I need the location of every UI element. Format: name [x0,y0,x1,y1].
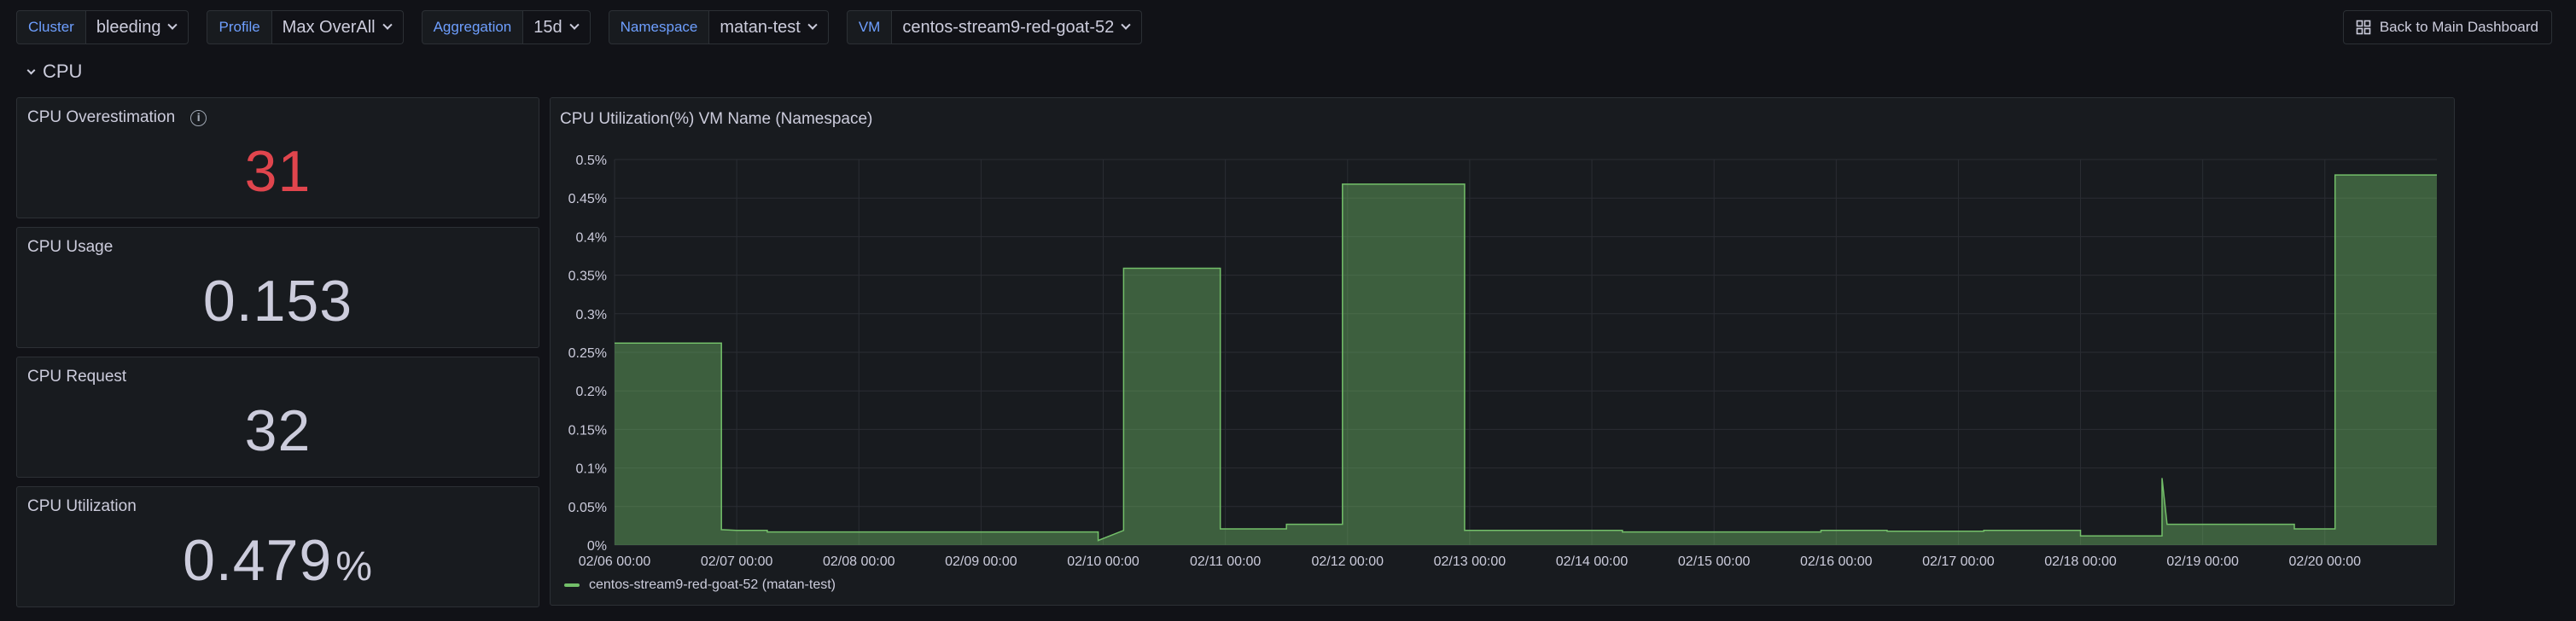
y-tick-label: 0.35% [568,270,607,284]
stat-value: 31 [244,139,312,204]
y-tick-label: 0.3% [576,308,607,322]
x-tick-label: 02/12 00:00 [1312,554,1384,569]
x-tick-label: 02/11 00:00 [1190,554,1261,569]
variable-profile: Profile Max OverAll [207,10,404,44]
variable-label: Cluster [16,10,86,44]
y-tick-label: 0.45% [568,192,607,206]
back-to-main-dashboard-button[interactable]: Back to Main Dashboard [2342,10,2552,44]
chevron-down-icon [167,20,178,30]
x-tick-label: 02/13 00:00 [1434,554,1507,569]
cpu-usage-panel: CPU Usage 0.153 [16,227,539,348]
stat-value: 0.479 [183,528,333,593]
row-header-cpu[interactable]: CPU [26,60,82,84]
x-tick-label: 02/08 00:00 [823,554,895,569]
x-tick-label: 02/18 00:00 [2044,554,2117,569]
chevron-down-icon [26,66,36,74]
aggregation-select[interactable]: 15d [523,10,591,44]
y-tick-label: 0.5% [576,154,607,168]
chevron-down-icon [807,20,818,30]
legend-swatch [564,583,580,587]
y-tick-label: 0.1% [576,462,607,477]
panel-title: CPU Usage [27,238,114,256]
panel-title: CPU Overestimation [27,108,176,126]
panel-title: CPU Request [27,368,127,386]
y-tick-label: 0.4% [576,230,607,245]
vm-select[interactable]: centos-stream9-red-goat-52 [892,10,1143,44]
x-tick-label: 02/20 00:00 [2289,554,2362,569]
y-tick-label: 0.05% [568,501,607,515]
chevron-down-icon [1121,20,1131,30]
cpu-utilization-panel: CPU Utilization 0.479% [16,486,539,607]
x-tick-label: 02/19 00:00 [2166,554,2239,569]
x-tick-label: 02/14 00:00 [1556,554,1629,569]
x-tick-label: 02/16 00:00 [1800,554,1873,569]
time-series-chart[interactable]: 0% 0.05% 0.1% 0.15% 0.2% 0.25% 0.3% 0.35% 0.4% 0.… [551,98,2456,606]
variable-value: matan-test [720,17,801,37]
back-button-label: Back to Main Dashboard [2379,19,2538,35]
x-tick-label: 02/09 00:00 [945,554,1017,569]
y-tick-label: 0.15% [568,423,607,438]
x-tick-label: 02/06 00:00 [579,554,651,569]
variable-namespace: Namespace matan-test [608,10,829,44]
variable-label: Aggregation [421,10,524,44]
chevron-down-icon [382,20,393,30]
stat-value-wrap: 0.479% [17,531,539,589]
y-tick-label: 0% [587,539,607,554]
variable-vm: VM centos-stream9-red-goat-52 [846,10,1143,44]
variable-value: centos-stream9-red-goat-52 [902,17,1115,37]
variable-bar: Cluster bleeding Profile Max OverAll Agg… [16,10,1160,44]
stat-value: 0.153 [202,269,353,334]
x-tick-label: 02/07 00:00 [701,554,773,569]
variable-value: Max OverAll [282,17,376,37]
variable-label: Namespace [608,10,710,44]
x-tick-label: 02/10 00:00 [1067,554,1139,569]
series-line [615,174,2437,542]
row-title: CPU [43,61,83,82]
profile-select[interactable]: Max OverAll [271,10,404,44]
panel-title: CPU Utilization(%) VM Name (Namespace) [560,110,873,128]
variable-label: VM [846,10,893,44]
stat-unit: % [335,544,373,589]
namespace-select[interactable]: matan-test [709,10,829,44]
legend-item[interactable]: centos-stream9-red-goat-52 (matan-test) [564,577,836,593]
chevron-down-icon [568,20,580,30]
x-tick-label: 02/17 00:00 [1922,554,1995,569]
variable-cluster: Cluster bleeding [16,10,189,44]
legend-label: centos-stream9-red-goat-52 (matan-test) [589,577,836,592]
cpu-overestimation-panel: CPU Overestimation i 31 [16,97,539,218]
cpu-request-panel: CPU Request 32 [16,357,539,478]
cluster-select[interactable]: bleeding [85,10,189,44]
stat-value: 32 [244,398,312,463]
variable-value: bleeding [96,17,161,37]
panel-title-wrap: CPU Overestimation i [27,108,207,127]
info-icon[interactable]: i [190,109,207,126]
x-tick-label: 02/15 00:00 [1678,554,1751,569]
grid-icon [2356,20,2371,35]
y-tick-label: 0.2% [576,385,607,399]
panel-title: CPU Utilization [27,497,137,515]
y-tick-label: 0.25% [568,346,607,361]
cpu-utilization-graph-panel: 0% 0.05% 0.1% 0.15% 0.2% 0.25% 0.3% 0.35% 0.4% 0.… [550,97,2455,606]
variable-aggregation: Aggregation 15d [421,10,591,44]
variable-label: Profile [207,10,272,44]
variable-value: 15d [533,17,562,37]
